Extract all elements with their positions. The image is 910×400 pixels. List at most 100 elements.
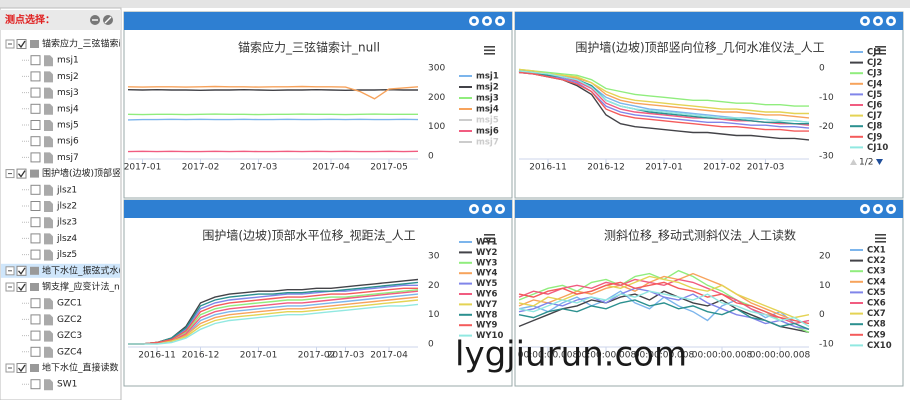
tree-item-label[interactable]: jlsz1 <box>56 185 77 195</box>
menu-icon[interactable] <box>484 46 495 48</box>
checkbox[interactable] <box>30 103 41 114</box>
legend-label[interactable]: CX5 <box>867 288 886 298</box>
legend-label[interactable]: msj5 <box>476 116 499 126</box>
y-tick-label: 100 <box>428 122 445 132</box>
legend-label[interactable]: CX7 <box>867 309 886 319</box>
legend-label[interactable]: WY10 <box>476 331 503 341</box>
checkbox[interactable] <box>30 379 41 390</box>
tree-item-label[interactable]: SW1 <box>57 380 77 390</box>
legend-label[interactable]: msj2 <box>476 83 499 93</box>
checkbox[interactable] <box>30 330 41 341</box>
legend-label[interactable]: msj3 <box>476 94 499 104</box>
legend-label[interactable]: msj6 <box>476 127 499 137</box>
tree-item-label[interactable]: jlsz2 <box>56 202 77 212</box>
legend-label[interactable]: CJ5 <box>867 90 882 100</box>
checkbox[interactable] <box>30 136 41 147</box>
tree-item-label[interactable]: msj7 <box>57 153 79 163</box>
checkbox[interactable] <box>30 55 41 66</box>
tree-item-label[interactable]: msj1 <box>57 56 79 66</box>
doc-icon <box>44 152 53 164</box>
x-tick-label: 2017-02 <box>298 351 336 361</box>
tree-item-label[interactable]: msj2 <box>57 72 79 82</box>
tree-item-label[interactable]: GZC2 <box>57 315 82 325</box>
tree-item-label[interactable]: jlsz4 <box>56 234 77 244</box>
legend-label[interactable]: CJ6 <box>867 101 882 111</box>
tree-item-label[interactable]: msj4 <box>57 104 79 114</box>
legend-label[interactable]: CJ4 <box>867 79 882 89</box>
folder-icon <box>30 283 39 291</box>
legend-label[interactable]: CX4 <box>867 277 886 287</box>
legend-label[interactable]: CJ10 <box>867 143 888 153</box>
tree-item-label[interactable]: GZC1 <box>57 299 82 309</box>
checkbox[interactable] <box>16 282 27 292</box>
legend-label[interactable]: CX10 <box>867 341 892 351</box>
x-tick-label: 2017-04 <box>370 351 408 361</box>
legend-label[interactable]: CX1 <box>867 246 886 256</box>
legend-label[interactable]: msj4 <box>476 105 499 115</box>
legend-label[interactable]: CX2 <box>867 256 886 266</box>
panel-header <box>124 12 512 30</box>
checkbox[interactable] <box>16 39 27 49</box>
legend-label[interactable]: WY1 <box>476 238 498 248</box>
legend-label[interactable]: CJ2 <box>867 58 882 68</box>
legend-label[interactable]: WY2 <box>476 248 498 258</box>
checkbox[interactable] <box>30 249 41 260</box>
legend-label[interactable]: CJ7 <box>867 111 882 121</box>
series-line <box>128 281 419 345</box>
tree-item-label[interactable]: jlsz3 <box>56 218 77 228</box>
legend-label[interactable]: WY9 <box>476 321 498 331</box>
legend-label[interactable]: WY8 <box>476 310 498 320</box>
checkbox[interactable] <box>30 184 41 195</box>
legend-label[interactable]: CJ3 <box>867 69 882 79</box>
tree-group-label[interactable]: 钢支撑_应变计法_nu <box>42 281 125 293</box>
legend-label[interactable]: CX6 <box>867 299 886 309</box>
x-tick-label: 2016-11 <box>138 351 176 361</box>
button-dot <box>471 18 477 24</box>
checkbox[interactable] <box>30 314 41 325</box>
legend-label[interactable]: WY5 <box>476 279 498 289</box>
checkbox[interactable] <box>30 233 41 244</box>
checkbox[interactable] <box>30 201 41 211</box>
tree-group-label[interactable]: 地下水位_振弦式水( <box>42 264 122 276</box>
y-tick-label: 30 <box>428 252 440 262</box>
legend-label[interactable]: msj7 <box>476 138 499 148</box>
series-line <box>518 68 809 107</box>
tree-item-label[interactable]: msj6 <box>57 137 79 147</box>
checkbox[interactable] <box>30 152 41 163</box>
checkbox[interactable] <box>30 298 41 309</box>
legend-label[interactable]: CX8 <box>867 320 886 330</box>
checkbox[interactable] <box>30 217 41 228</box>
menu-icon[interactable] <box>484 234 495 236</box>
pager-up[interactable] <box>850 159 857 165</box>
checkbox[interactable] <box>30 87 41 98</box>
tree-item-label[interactable]: GZC4 <box>57 347 82 357</box>
checkbox[interactable] <box>30 120 41 130</box>
tree-group-label[interactable]: 地下水位_直接读数 <box>42 362 119 374</box>
checkbox[interactable] <box>16 363 27 373</box>
checkbox[interactable] <box>30 346 41 357</box>
checkbox[interactable] <box>16 168 27 179</box>
tree-item-label[interactable]: msj5 <box>57 121 79 131</box>
tree-group-label[interactable]: 围护墙(边坡)顶部竖[ <box>42 167 125 179</box>
legend-label[interactable]: msj1 <box>476 72 499 82</box>
legend-label[interactable]: CX3 <box>867 267 886 277</box>
checkbox[interactable] <box>30 71 41 82</box>
legend-label[interactable]: CJ1 <box>867 48 882 58</box>
x-tick-label: 2016-12 <box>587 163 625 173</box>
legend-label[interactable]: WY6 <box>476 290 498 300</box>
legend-label[interactable]: CJ9 <box>867 132 882 142</box>
tree-item-label[interactable]: jlsz5 <box>56 250 77 260</box>
tree-item-label[interactable]: msj3 <box>57 88 79 98</box>
y-tick-label: -30 <box>819 152 834 162</box>
legend-label[interactable]: WY7 <box>476 300 498 310</box>
pager-down[interactable] <box>876 159 883 165</box>
legend-label[interactable]: WY4 <box>476 269 498 279</box>
legend-label[interactable]: CX9 <box>867 330 886 340</box>
tree-group-label[interactable]: 锚索应力_三弦锚索i <box>42 38 121 50</box>
legend-label[interactable]: WY3 <box>476 258 498 268</box>
tree-item-label[interactable]: GZC3 <box>57 331 82 341</box>
menu-icon[interactable] <box>875 46 886 48</box>
menu-icon[interactable] <box>875 234 886 236</box>
checkbox[interactable] <box>16 265 27 276</box>
legend-label[interactable]: CJ8 <box>867 122 882 132</box>
